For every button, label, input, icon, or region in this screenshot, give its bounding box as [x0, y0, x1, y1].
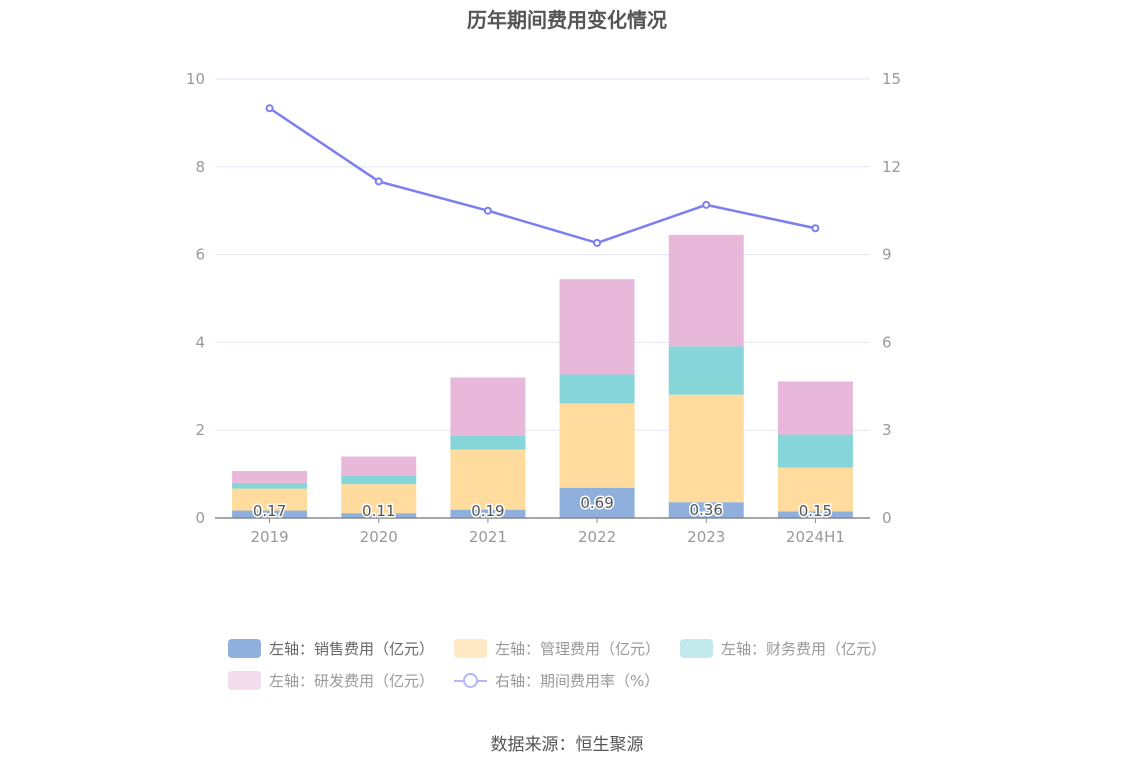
- left-tick-label: 2: [195, 421, 205, 439]
- left-tick-label: 4: [195, 333, 205, 351]
- sales-data-label-2021: 0.19: [471, 502, 504, 520]
- bar-segment-s2-2021: [450, 435, 526, 450]
- bars-layer: [232, 234, 853, 518]
- legend-swatch-finance: [680, 638, 714, 658]
- x-tick-label: 2019: [250, 528, 288, 546]
- bar-segment-s1-2021: [450, 449, 526, 510]
- legend-label-finance: 左轴：财务费用（亿元）: [721, 639, 887, 658]
- legend-label-sales: 左轴：销售费用（亿元）: [269, 639, 435, 658]
- right-tick-label: 15: [882, 70, 901, 88]
- legend-item-rd[interactable]: 左轴：研发费用（亿元）: [228, 670, 434, 691]
- line-series: [265, 104, 820, 247]
- sales-data-label-2022: 0.69: [580, 494, 613, 512]
- bar-segment-s2-2020: [341, 475, 417, 485]
- chart-canvas: 0 2 4 6 8 10 0 3 6 9 12 15 2019 2020 2021 2022 2023 202…: [186, 70, 901, 546]
- bar-segment-s0-2023: [668, 502, 744, 518]
- legend-swatch-sales: [228, 638, 261, 658]
- left-tick-label: 6: [195, 246, 205, 264]
- legend-swatch-expense-rate: [454, 671, 488, 690]
- bar-segment-s1-2024H1: [777, 467, 853, 512]
- legend-label-admin: 左轴：管理费用（亿元）: [495, 639, 661, 658]
- left-tick-label: 0: [195, 509, 205, 527]
- expense-rate-point-2023: [702, 200, 711, 209]
- right-tick-label: 3: [882, 421, 892, 439]
- legend-item-admin[interactable]: 左轴：管理费用（亿元）: [454, 638, 660, 659]
- sales-data-label-2019: 0.17: [253, 502, 286, 520]
- legend-item-sales[interactable]: 左轴：销售费用（亿元）: [228, 638, 434, 659]
- bar-segment-s1-2022: [559, 403, 635, 488]
- x-tick-label: 2022: [578, 528, 616, 546]
- sales-data-label-2020: 0.11: [362, 502, 395, 520]
- legend-item-expense-rate[interactable]: 右轴：期间费用率（%）: [454, 670, 659, 691]
- x-tick-label: 2020: [360, 528, 398, 546]
- bar-segment-s3-2019: [232, 471, 308, 483]
- bar-segment-s1-2020: [341, 484, 417, 514]
- bar-segment-s3-2020: [341, 456, 417, 476]
- bar-segment-s0-2021: [450, 509, 526, 518]
- sales-data-label-2024H1: 0.15: [799, 502, 832, 520]
- legend: 左轴：销售费用（亿元） 左轴：管理费用（亿元） 左轴：财务费用（亿元） 左轴：研…: [228, 632, 928, 696]
- data-source: 数据来源：恒生聚源: [490, 735, 644, 755]
- bar-data-labels: 0.17 0.11 0.19 0.69 0.36 0.15: [251, 492, 833, 521]
- legend-item-finance[interactable]: 左轴：财务费用（亿元）: [680, 638, 886, 659]
- bar-segment-s1-2019: [232, 488, 308, 511]
- chart-title: 历年期间费用变化情况: [467, 8, 667, 32]
- left-tick-label: 8: [195, 158, 205, 176]
- legend-label-expense-rate: 右轴：期间费用率（%）: [495, 671, 660, 690]
- bar-segment-s0-2019: [232, 510, 308, 518]
- bar-segment-s0-2022: [559, 487, 635, 518]
- left-axis-ticks: 0 2 4 6 8 10: [186, 70, 205, 527]
- bar-segment-s2-2023: [668, 346, 744, 395]
- bar-segment-s1-2023: [668, 394, 744, 503]
- bar-segment-s3-2024H1: [777, 381, 853, 435]
- expense-rate-point-2020: [374, 177, 383, 186]
- expense-rate-point-2022: [593, 238, 602, 247]
- right-tick-label: 0: [882, 509, 892, 527]
- right-tick-label: 6: [882, 333, 892, 351]
- bar-segment-s2-2019: [232, 482, 308, 489]
- bar-segment-s0-2020: [341, 513, 417, 518]
- expense-rate-line: [268, 107, 816, 245]
- right-tick-label: 12: [882, 158, 901, 176]
- grid-layer: [215, 78, 870, 431]
- right-tick-label: 9: [882, 246, 892, 264]
- x-tick-label: 2021: [469, 528, 507, 546]
- bar-segment-s3-2022: [559, 279, 635, 375]
- bar-segment-s3-2023: [668, 234, 744, 347]
- legend-swatch-rd: [228, 670, 261, 690]
- legend-swatch-admin: [454, 638, 488, 658]
- x-axis: 2019 2020 2021 2022 2023 2024H1: [215, 517, 870, 546]
- expense-rate-point-2019: [265, 104, 274, 113]
- legend-label-rd: 左轴：研发费用（亿元）: [269, 671, 435, 690]
- bar-segment-s2-2024H1: [777, 434, 853, 468]
- x-tick-label: 2024H1: [786, 528, 845, 546]
- expense-rate-point-2021: [483, 206, 492, 215]
- left-tick-label: 10: [186, 70, 205, 88]
- x-tick-label: 2023: [687, 528, 725, 546]
- bar-segment-s0-2024H1: [777, 511, 853, 518]
- bar-segment-s3-2021: [450, 377, 526, 436]
- expense-rate-point-2024H1: [811, 224, 820, 233]
- right-axis-ticks: 0 3 6 9 12 15: [882, 70, 901, 527]
- bar-segment-s2-2022: [559, 374, 635, 404]
- sales-data-label-2023: 0.36: [690, 501, 723, 519]
